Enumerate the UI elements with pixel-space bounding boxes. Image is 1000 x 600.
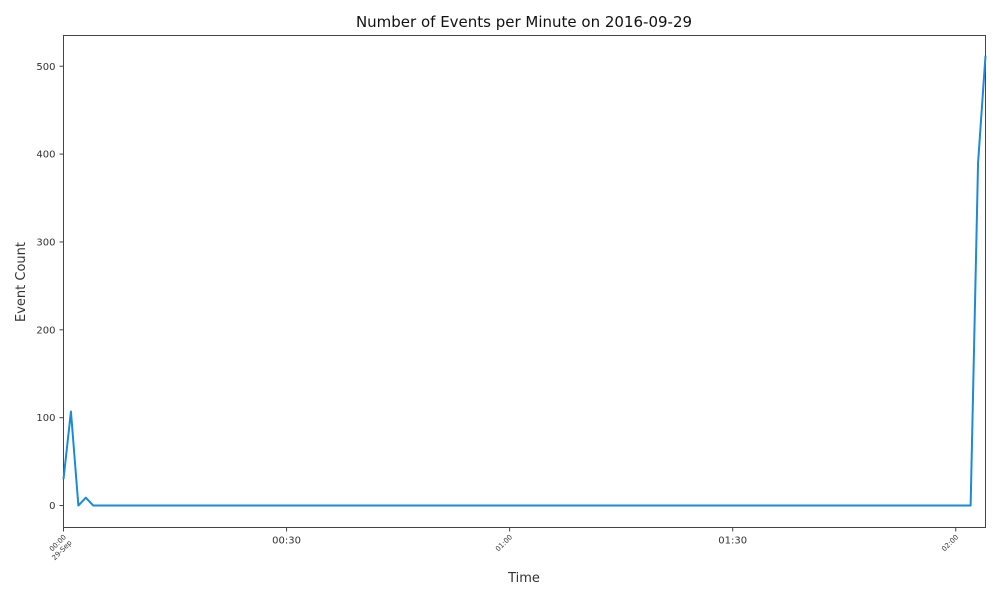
x-tick-rotated: 02:00	[940, 533, 960, 553]
y-tick-label: 400	[36, 150, 55, 161]
x-tick-label: 01:00	[494, 533, 514, 553]
x-axis-label: Time	[507, 571, 540, 586]
y-tick-label: 0	[49, 501, 55, 512]
y-axis-label: Event Count	[14, 242, 29, 322]
y-tick-label: 100	[36, 413, 55, 424]
series-line	[62, 55, 987, 507]
y-tick-label: 300	[36, 237, 55, 248]
series-layer	[62, 55, 987, 507]
x-tick-label: 02:00	[940, 533, 960, 553]
y-axis-ticks: 0 100 200 300 400 500	[36, 62, 64, 512]
chart-title: Number of Events per Minute on 2016-09-2…	[356, 13, 692, 31]
x-tick-label: 00:30	[272, 536, 301, 547]
x-tick-label: 01:30	[718, 536, 747, 547]
y-tick-label: 500	[36, 62, 55, 73]
y-tick-label: 200	[36, 325, 55, 336]
plot-frame	[63, 35, 986, 528]
x-tick-rotated: 01:00	[494, 533, 514, 553]
